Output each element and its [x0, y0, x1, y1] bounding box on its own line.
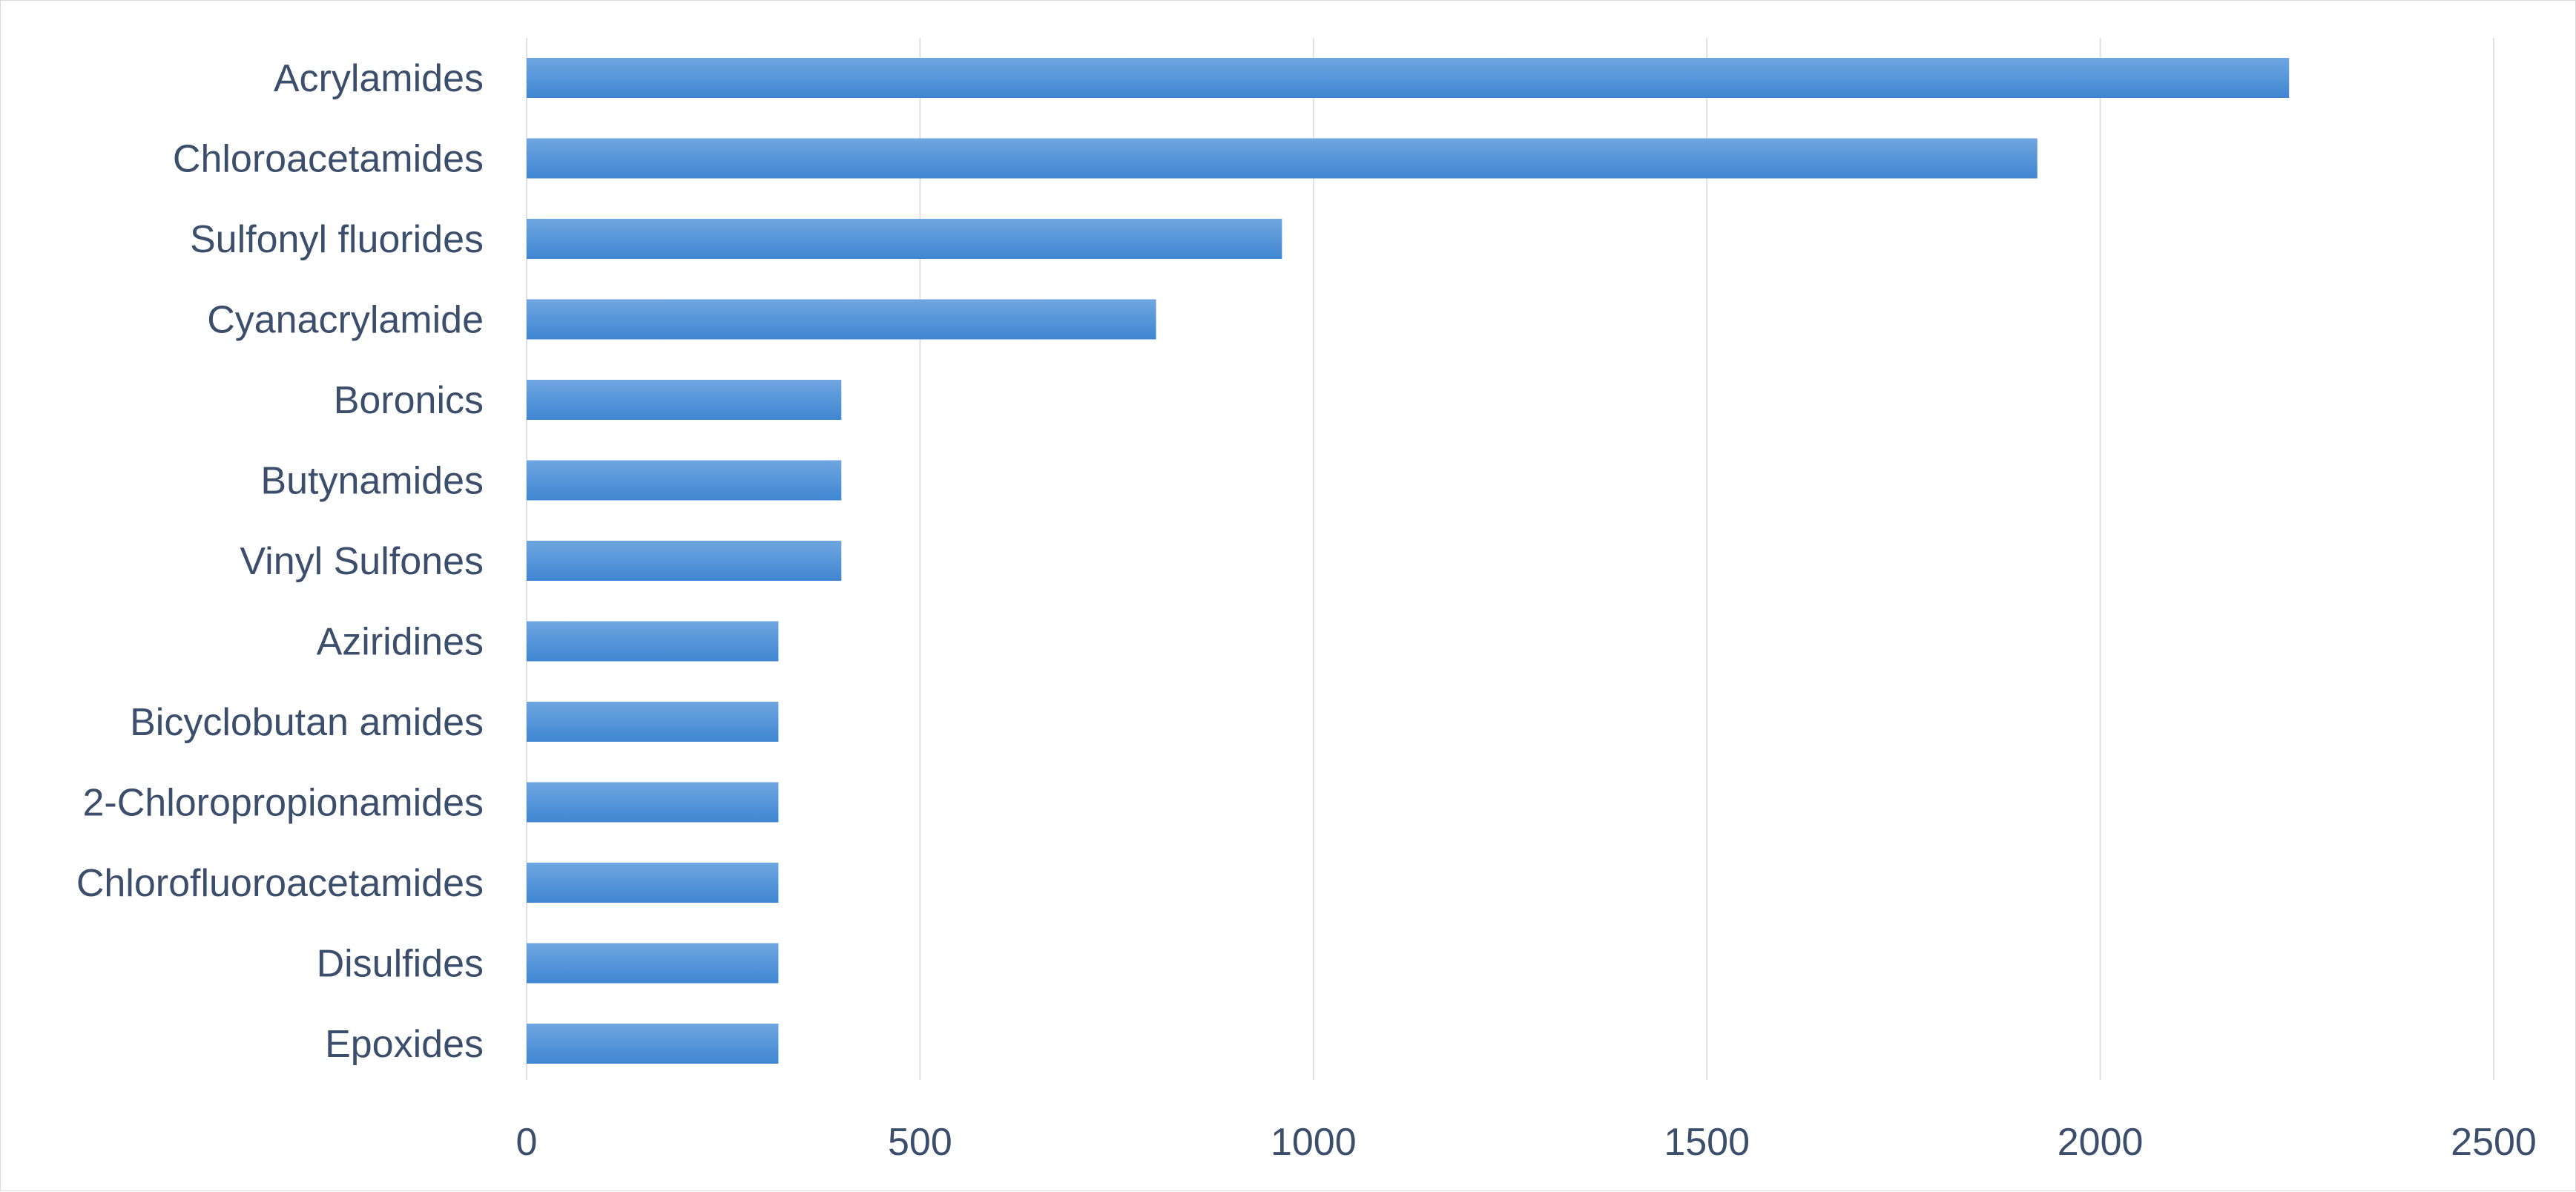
category-labels: Acrylamides Chloroacetamides Sulfonyl fluo… [76, 57, 484, 1066]
bar-cyanacrylamide [527, 299, 1156, 340]
category-label: Butynamides [260, 460, 484, 503]
x-tick-label: 1500 [1664, 1121, 1750, 1164]
bar-bicyclobutan-amides [527, 702, 779, 742]
x-tick-label: 500 [888, 1121, 952, 1164]
x-tick-label: 1000 [1271, 1121, 1357, 1164]
bar-butynamides [527, 460, 842, 501]
category-label: Chlorofluoroacetamides [76, 862, 484, 905]
bar-aziridines [527, 621, 779, 662]
x-tick-label: 0 [516, 1121, 538, 1164]
category-label: Acrylamides [274, 57, 484, 100]
category-label: Cyanacrylamide [207, 299, 484, 342]
bar-vinyl-sulfones [527, 541, 842, 581]
category-label: Chloroacetamides [173, 138, 484, 181]
bar-disulfides [527, 943, 779, 984]
category-label: Bicyclobutan amides [130, 701, 484, 744]
category-label: Sulfonyl fluorides [190, 218, 484, 261]
bar-chloroacetamides [527, 138, 2038, 179]
category-label: Disulfides [317, 943, 484, 986]
x-tick-label: 2000 [2058, 1121, 2144, 1164]
category-label: Boronics [334, 379, 484, 422]
category-label: Aziridines [317, 621, 484, 664]
bar-2-chloropropionamides [527, 782, 779, 823]
bar-boronics [527, 380, 842, 420]
category-label: Epoxides [325, 1023, 484, 1066]
category-label: 2-Chloropropionamides [82, 782, 484, 825]
bar-sulfonyl-fluorides [527, 219, 1282, 259]
category-label: Vinyl Sulfones [240, 540, 484, 583]
x-axis-tick-labels: 0 500 1000 1500 2000 2500 [516, 1121, 2537, 1164]
bar-chlorofluoroacetamides [527, 863, 779, 903]
bar-epoxides [527, 1024, 779, 1064]
gridlines [526, 38, 2494, 1080]
bars [527, 58, 2290, 1064]
x-tick-label: 2500 [2451, 1121, 2537, 1164]
bar-acrylamides [527, 58, 2290, 98]
